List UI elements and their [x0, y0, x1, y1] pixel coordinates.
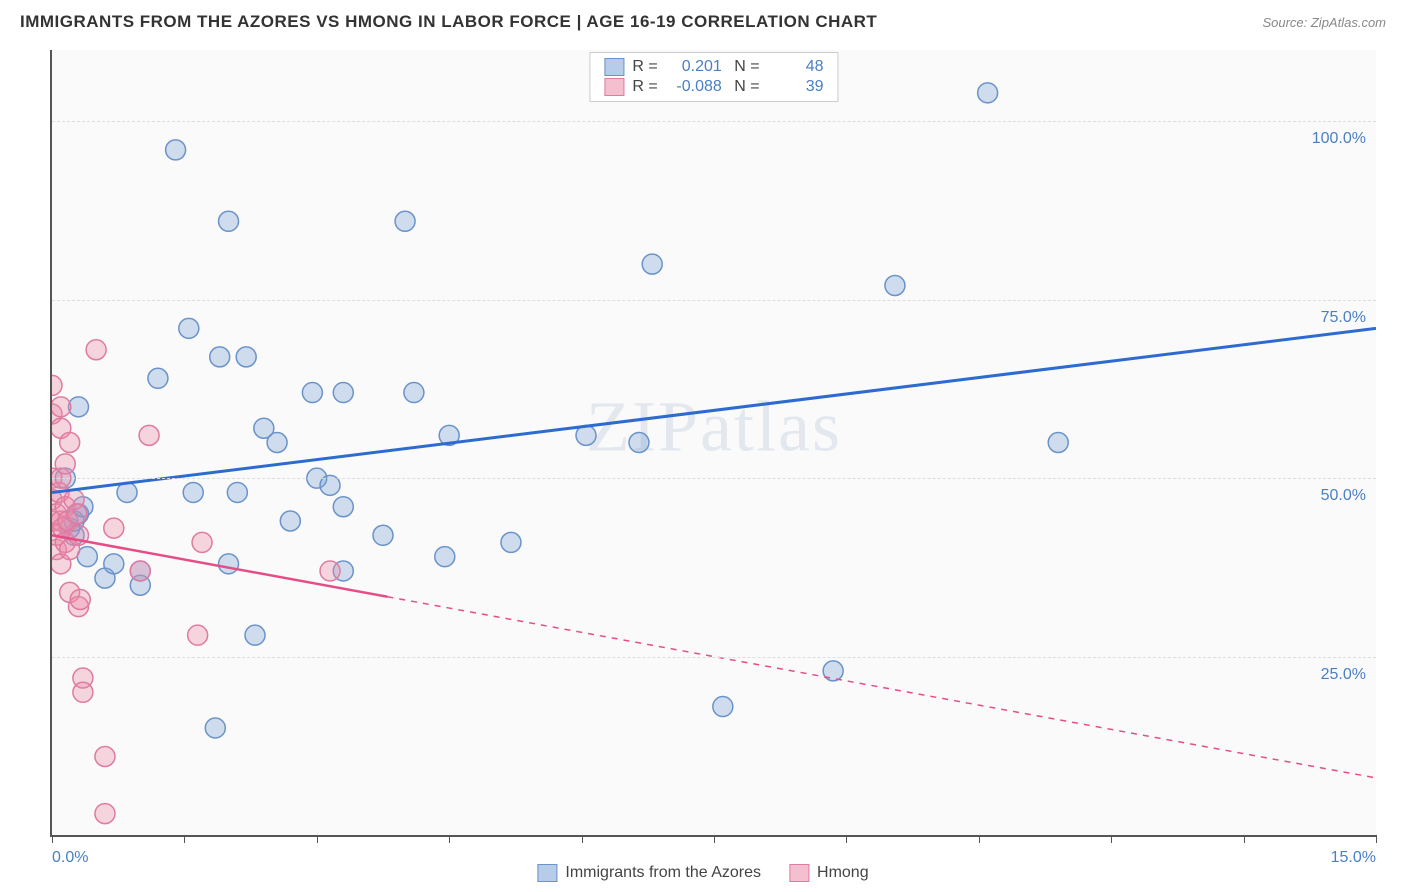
- x-tick: [582, 835, 583, 843]
- chart-title: IMMIGRANTS FROM THE AZORES VS HMONG IN L…: [20, 12, 877, 32]
- data-point: [86, 340, 106, 360]
- data-point: [501, 532, 521, 552]
- data-point: [395, 211, 415, 231]
- gridline: [52, 300, 1376, 301]
- swatch-pink-icon: [604, 78, 624, 96]
- data-point: [404, 383, 424, 403]
- data-point: [978, 83, 998, 103]
- trend-line-dashed: [387, 597, 1376, 778]
- data-point: [130, 561, 150, 581]
- swatch-pink-icon: [789, 864, 809, 882]
- data-point: [205, 718, 225, 738]
- stat-n-value: 39: [768, 78, 824, 96]
- gridline: [52, 657, 1376, 658]
- data-point: [713, 697, 733, 717]
- data-point: [95, 747, 115, 767]
- data-point: [1048, 433, 1068, 453]
- data-point: [188, 625, 208, 645]
- stat-r-label: R =: [632, 78, 657, 96]
- x-tick: [317, 835, 318, 843]
- data-point: [227, 482, 247, 502]
- data-point: [302, 383, 322, 403]
- data-point: [320, 561, 340, 581]
- x-tick: [449, 835, 450, 843]
- data-point: [629, 433, 649, 453]
- stat-r-label: R =: [632, 58, 657, 76]
- chart-source: Source: ZipAtlas.com: [1262, 15, 1386, 30]
- y-tick-label: 50.0%: [1321, 487, 1366, 505]
- stat-r-value: -0.088: [666, 78, 722, 96]
- x-tick: [1376, 835, 1377, 843]
- plot-area: ZIPatlas R = 0.201 N = 48 R = -0.088 N =…: [50, 50, 1376, 837]
- y-tick-label: 75.0%: [1321, 309, 1366, 327]
- x-tick-label: 0.0%: [52, 849, 88, 867]
- legend-label: Immigrants from the Azores: [565, 864, 761, 882]
- stat-n-value: 48: [768, 58, 824, 76]
- data-point: [236, 347, 256, 367]
- data-point: [219, 211, 239, 231]
- data-point: [55, 454, 75, 474]
- stats-row-azores: R = 0.201 N = 48: [604, 57, 823, 77]
- data-point: [280, 511, 300, 531]
- gridline: [52, 478, 1376, 479]
- stats-box: R = 0.201 N = 48 R = -0.088 N = 39: [589, 52, 838, 102]
- x-tick: [1244, 835, 1245, 843]
- data-point: [52, 397, 71, 417]
- data-point: [67, 504, 87, 524]
- x-tick: [846, 835, 847, 843]
- x-tick: [184, 835, 185, 843]
- data-point: [148, 368, 168, 388]
- data-point: [70, 590, 90, 610]
- x-tick: [1111, 835, 1112, 843]
- data-point: [642, 254, 662, 274]
- data-point: [210, 347, 230, 367]
- data-point: [179, 318, 199, 338]
- data-point: [95, 804, 115, 824]
- x-tick: [52, 835, 53, 843]
- data-point: [219, 554, 239, 574]
- data-point: [333, 497, 353, 517]
- x-tick-label: 15.0%: [1331, 849, 1376, 867]
- gridline: [52, 121, 1376, 122]
- legend-label: Hmong: [817, 864, 869, 882]
- data-point: [373, 525, 393, 545]
- swatch-blue-icon: [604, 58, 624, 76]
- data-point: [192, 532, 212, 552]
- data-point: [166, 140, 186, 160]
- stats-row-hmong: R = -0.088 N = 39: [604, 77, 823, 97]
- stat-r-value: 0.201: [666, 58, 722, 76]
- x-tick: [979, 835, 980, 843]
- data-point: [245, 625, 265, 645]
- data-point: [104, 554, 124, 574]
- scatter-chart: [52, 50, 1376, 835]
- data-point: [183, 482, 203, 502]
- data-point: [435, 547, 455, 567]
- data-point: [267, 433, 287, 453]
- legend-item-azores: Immigrants from the Azores: [537, 864, 761, 882]
- data-point: [60, 433, 80, 453]
- stat-n-label: N =: [730, 58, 760, 76]
- x-tick: [714, 835, 715, 843]
- data-point: [73, 682, 93, 702]
- data-point: [333, 383, 353, 403]
- data-point: [139, 425, 159, 445]
- legend: Immigrants from the Azores Hmong: [537, 864, 868, 882]
- data-point: [104, 518, 124, 538]
- data-point: [52, 375, 62, 395]
- legend-item-hmong: Hmong: [789, 864, 869, 882]
- stat-n-label: N =: [730, 78, 760, 96]
- y-tick-label: 25.0%: [1321, 666, 1366, 684]
- data-point: [885, 276, 905, 296]
- y-tick-label: 100.0%: [1312, 130, 1366, 148]
- swatch-blue-icon: [537, 864, 557, 882]
